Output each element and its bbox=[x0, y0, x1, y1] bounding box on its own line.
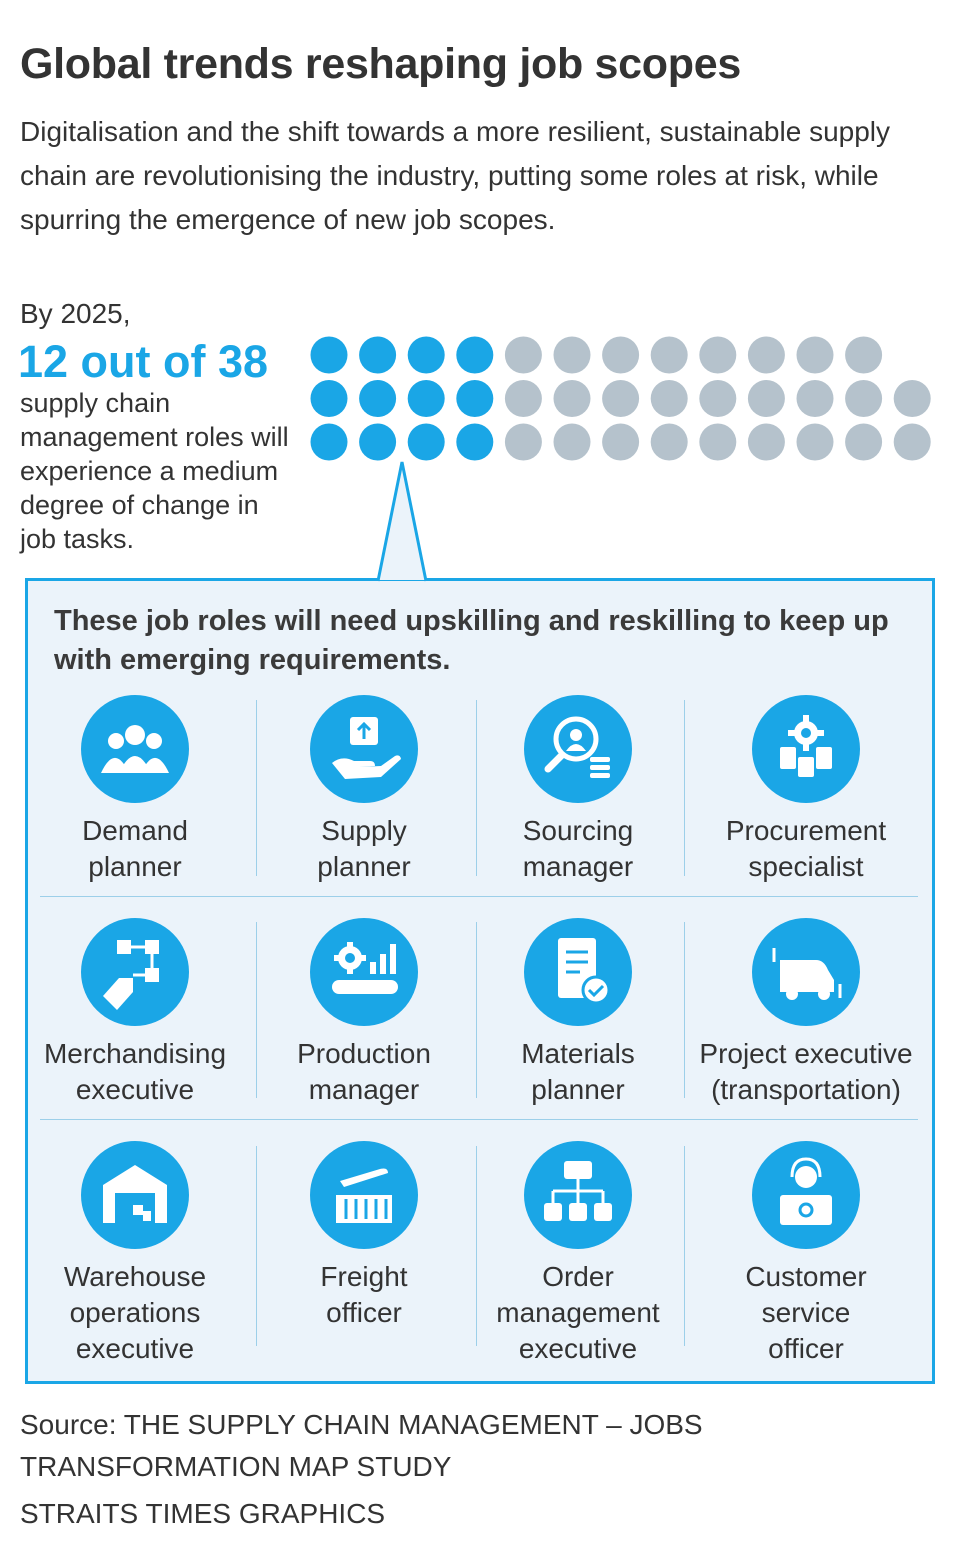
dot-other bbox=[699, 423, 737, 461]
role-procurement-specialist: Procurement specialist bbox=[696, 695, 916, 885]
dot-other bbox=[553, 380, 591, 417]
role-customer-service-officer: Customer service officer bbox=[696, 1141, 916, 1367]
stat-intro: By 2025, bbox=[20, 298, 131, 329]
role-order-management-executive: Order management executive bbox=[468, 1141, 688, 1367]
dot-other bbox=[796, 336, 834, 374]
dot-highlighted bbox=[310, 423, 348, 461]
panel-heading: These job roles will need upskilling and… bbox=[54, 605, 889, 676]
role-demand-planner: Demand planner bbox=[25, 695, 245, 885]
stat-headline: 12 out of 38 bbox=[18, 336, 269, 387]
dot-other bbox=[504, 336, 542, 374]
row-divider bbox=[40, 1119, 918, 1120]
column-divider bbox=[476, 1146, 477, 1346]
column-divider bbox=[476, 922, 477, 1098]
column-divider bbox=[256, 922, 257, 1098]
dot-other bbox=[650, 336, 688, 374]
role-warehouse-operations-executive: Warehouse operations executive bbox=[25, 1141, 245, 1367]
source-note: Source: THE SUPPLY CHAIN MANAGEMENT – JO… bbox=[20, 1409, 703, 1482]
dot-highlighted bbox=[359, 423, 397, 461]
people-group-icon bbox=[81, 695, 189, 803]
column-divider bbox=[684, 1146, 685, 1346]
dot-other bbox=[893, 380, 931, 417]
row-divider bbox=[40, 896, 918, 897]
role-merchandising-executive: Merchandising executive bbox=[25, 918, 245, 1108]
plane-container-icon bbox=[310, 1141, 418, 1249]
role-materials-planner: Materials planner bbox=[468, 918, 688, 1108]
dot-other bbox=[553, 423, 591, 461]
column-divider bbox=[684, 922, 685, 1098]
page-title: Global trends reshaping job scopes bbox=[20, 40, 741, 88]
dot-highlighted bbox=[310, 336, 348, 374]
dot-highlighted bbox=[407, 336, 445, 374]
dot-highlighted bbox=[456, 336, 494, 374]
gear-documents-icon bbox=[752, 695, 860, 803]
column-divider bbox=[256, 1146, 257, 1346]
dot-other bbox=[602, 380, 640, 417]
dot-other bbox=[747, 423, 785, 461]
dot-other bbox=[504, 380, 542, 417]
dot-other bbox=[602, 336, 640, 374]
dot-other bbox=[747, 336, 785, 374]
dot-other bbox=[796, 423, 834, 461]
dot-highlighted bbox=[456, 380, 494, 417]
magnifier-person-icon bbox=[524, 695, 632, 803]
dot-other bbox=[845, 336, 883, 374]
dot-highlighted bbox=[407, 380, 445, 417]
dot-other bbox=[893, 423, 931, 461]
column-divider bbox=[476, 700, 477, 876]
credit-line: STRAITS TIMES GRAPHICS bbox=[20, 1498, 386, 1529]
dot-other bbox=[845, 423, 883, 461]
dot-other bbox=[845, 380, 883, 417]
dot-other bbox=[699, 336, 737, 374]
dot-highlighted bbox=[310, 380, 348, 417]
page-subtitle: Digitalisation and the shift towards a m… bbox=[20, 116, 891, 235]
role-production-manager: Production manager bbox=[254, 918, 474, 1108]
gear-conveyor-icon bbox=[310, 918, 418, 1026]
warehouse-icon bbox=[81, 1141, 189, 1249]
dot-matrix bbox=[310, 336, 931, 461]
role-project-executive: Project executive (transportation) bbox=[696, 918, 916, 1108]
headset-agent-icon bbox=[752, 1141, 860, 1249]
role-supply-planner: Supply planner bbox=[254, 695, 474, 885]
dot-other bbox=[504, 423, 542, 461]
hand-box-icon bbox=[310, 695, 418, 803]
notebook-check-icon bbox=[524, 918, 632, 1026]
dot-highlighted bbox=[456, 423, 494, 461]
truck-arrows-icon bbox=[752, 918, 860, 1026]
dot-other bbox=[650, 380, 688, 417]
dot-other bbox=[747, 380, 785, 417]
dot-highlighted bbox=[359, 336, 397, 374]
role-freight-officer: Freight officer bbox=[254, 1141, 474, 1331]
role-sourcing-manager: Sourcing manager bbox=[468, 695, 688, 885]
dot-other bbox=[553, 336, 591, 374]
flowchart-tag-icon bbox=[81, 918, 189, 1026]
dot-other bbox=[650, 423, 688, 461]
dot-highlighted bbox=[359, 380, 397, 417]
dot-other bbox=[699, 380, 737, 417]
dot-highlighted bbox=[407, 423, 445, 461]
hierarchy-icon bbox=[524, 1141, 632, 1249]
dot-other bbox=[796, 380, 834, 417]
stat-description: supply chain management roles will exper… bbox=[20, 388, 289, 554]
dot-other bbox=[602, 423, 640, 461]
column-divider bbox=[684, 700, 685, 876]
column-divider bbox=[256, 700, 257, 876]
